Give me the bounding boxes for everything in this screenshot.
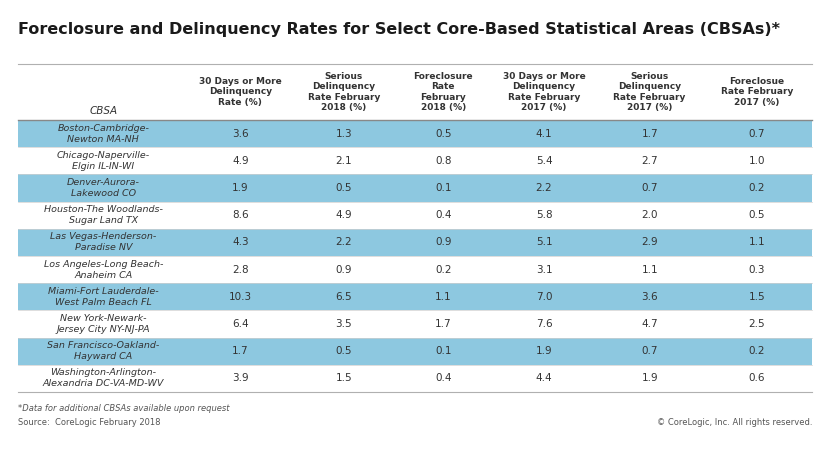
Bar bbox=[18, 64, 812, 120]
Text: 0.7: 0.7 bbox=[749, 128, 765, 138]
Text: 0.8: 0.8 bbox=[435, 156, 452, 166]
Text: Los Angeles-Long Beach-
Anaheim CA: Los Angeles-Long Beach- Anaheim CA bbox=[44, 260, 163, 280]
Text: Houston-The Woodlands-
Sugar Land TX: Houston-The Woodlands- Sugar Land TX bbox=[44, 205, 163, 225]
Text: 0.2: 0.2 bbox=[749, 346, 765, 356]
Text: Source:  CoreLogic February 2018: Source: CoreLogic February 2018 bbox=[18, 418, 160, 427]
Text: 0.5: 0.5 bbox=[435, 128, 452, 138]
Text: 10.3: 10.3 bbox=[229, 292, 251, 302]
Text: 4.9: 4.9 bbox=[335, 210, 352, 220]
Text: 6.5: 6.5 bbox=[335, 292, 352, 302]
Text: 2.8: 2.8 bbox=[232, 265, 249, 275]
Text: 1.7: 1.7 bbox=[642, 128, 658, 138]
Text: Boston-Cambridge-
Newton MA-NH: Boston-Cambridge- Newton MA-NH bbox=[57, 123, 149, 143]
Text: 2.5: 2.5 bbox=[749, 319, 765, 329]
Text: 1.1: 1.1 bbox=[749, 237, 765, 247]
Text: 0.6: 0.6 bbox=[749, 373, 765, 383]
Bar bbox=[18, 229, 812, 256]
Bar bbox=[18, 256, 812, 283]
Text: Chicago-Naperville-
Elgin IL-IN-WI: Chicago-Naperville- Elgin IL-IN-WI bbox=[56, 151, 150, 171]
Text: 2.7: 2.7 bbox=[642, 156, 658, 166]
Text: 2.2: 2.2 bbox=[335, 237, 352, 247]
Text: CBSA: CBSA bbox=[90, 106, 117, 116]
Text: Washington-Arlington-
Alexandria DC-VA-MD-WV: Washington-Arlington- Alexandria DC-VA-M… bbox=[42, 368, 164, 389]
Text: 3.5: 3.5 bbox=[335, 319, 352, 329]
Text: New York-Newark-
Jersey City NY-NJ-PA: New York-Newark- Jersey City NY-NJ-PA bbox=[56, 314, 150, 334]
Text: 7.6: 7.6 bbox=[535, 319, 552, 329]
Text: Denver-Aurora-
Lakewood CO: Denver-Aurora- Lakewood CO bbox=[67, 178, 139, 198]
Text: Miami-Fort Lauderdale-
West Palm Beach FL: Miami-Fort Lauderdale- West Palm Beach F… bbox=[48, 287, 159, 307]
Text: Foreclosue
Rate February
2017 (%): Foreclosue Rate February 2017 (%) bbox=[720, 77, 793, 107]
Text: 6.4: 6.4 bbox=[232, 319, 249, 329]
Text: San Francisco-Oakland-
Hayward CA: San Francisco-Oakland- Hayward CA bbox=[47, 341, 159, 361]
Bar bbox=[18, 338, 812, 365]
Text: 7.0: 7.0 bbox=[536, 292, 552, 302]
Text: 1.9: 1.9 bbox=[535, 346, 552, 356]
Text: 0.3: 0.3 bbox=[749, 265, 765, 275]
Text: 0.2: 0.2 bbox=[749, 183, 765, 193]
Text: 2.0: 2.0 bbox=[642, 210, 658, 220]
Text: 1.9: 1.9 bbox=[642, 373, 658, 383]
Text: 0.5: 0.5 bbox=[335, 346, 352, 356]
Bar bbox=[18, 174, 812, 202]
Text: 0.9: 0.9 bbox=[335, 265, 352, 275]
Text: 3.9: 3.9 bbox=[232, 373, 249, 383]
Text: 5.4: 5.4 bbox=[535, 156, 552, 166]
Text: 1.1: 1.1 bbox=[435, 292, 452, 302]
Text: 1.3: 1.3 bbox=[335, 128, 352, 138]
Text: 5.1: 5.1 bbox=[535, 237, 552, 247]
Text: Foreclosure
Rate
February
2018 (%): Foreclosure Rate February 2018 (%) bbox=[413, 72, 473, 112]
Text: Las Vegas-Henderson-
Paradise NV: Las Vegas-Henderson- Paradise NV bbox=[51, 232, 157, 252]
Text: 2.9: 2.9 bbox=[642, 237, 658, 247]
Text: 1.0: 1.0 bbox=[749, 156, 765, 166]
Text: © CoreLogic, Inc. All rights reserved.: © CoreLogic, Inc. All rights reserved. bbox=[657, 418, 812, 427]
Text: 3.6: 3.6 bbox=[642, 292, 658, 302]
Text: 2.2: 2.2 bbox=[535, 183, 552, 193]
Text: 1.9: 1.9 bbox=[232, 183, 249, 193]
Text: 1.7: 1.7 bbox=[435, 319, 452, 329]
Text: 0.1: 0.1 bbox=[435, 183, 452, 193]
Text: 0.1: 0.1 bbox=[435, 346, 452, 356]
Text: Serious
Delinquency
Rate February
2018 (%): Serious Delinquency Rate February 2018 (… bbox=[308, 72, 380, 112]
Text: Serious
Delinquency
Rate February
2017 (%): Serious Delinquency Rate February 2017 (… bbox=[613, 72, 686, 112]
Text: 0.9: 0.9 bbox=[435, 237, 452, 247]
Text: 4.4: 4.4 bbox=[535, 373, 552, 383]
Text: 4.3: 4.3 bbox=[232, 237, 249, 247]
Bar bbox=[18, 311, 812, 338]
Bar bbox=[18, 365, 812, 392]
Text: 1.7: 1.7 bbox=[232, 346, 249, 356]
Text: 8.6: 8.6 bbox=[232, 210, 249, 220]
Text: 30 Days or More
Delinquency
Rate February
2017 (%): 30 Days or More Delinquency Rate Februar… bbox=[503, 72, 585, 112]
Text: 4.9: 4.9 bbox=[232, 156, 249, 166]
Text: 0.5: 0.5 bbox=[749, 210, 765, 220]
Text: 0.2: 0.2 bbox=[435, 265, 452, 275]
Text: 0.5: 0.5 bbox=[335, 183, 352, 193]
Text: 4.1: 4.1 bbox=[535, 128, 552, 138]
Text: 3.6: 3.6 bbox=[232, 128, 249, 138]
Text: 0.4: 0.4 bbox=[435, 373, 452, 383]
Bar bbox=[18, 283, 812, 311]
Text: 0.4: 0.4 bbox=[435, 210, 452, 220]
Bar bbox=[18, 120, 812, 147]
Text: 3.1: 3.1 bbox=[535, 265, 552, 275]
Text: 30 Days or More
Delinquency
Rate (%): 30 Days or More Delinquency Rate (%) bbox=[199, 77, 281, 107]
Text: 0.7: 0.7 bbox=[642, 346, 658, 356]
Text: 2.1: 2.1 bbox=[335, 156, 352, 166]
Text: *Data for additional CBSAs available upon request: *Data for additional CBSAs available upo… bbox=[18, 404, 230, 413]
Text: 1.5: 1.5 bbox=[749, 292, 765, 302]
Text: 5.8: 5.8 bbox=[535, 210, 552, 220]
Text: 1.1: 1.1 bbox=[642, 265, 658, 275]
Text: Foreclosure and Delinquency Rates for Select Core-Based Statistical Areas (CBSAs: Foreclosure and Delinquency Rates for Se… bbox=[18, 22, 780, 37]
Bar bbox=[18, 147, 812, 174]
Text: 0.7: 0.7 bbox=[642, 183, 658, 193]
Bar bbox=[18, 202, 812, 229]
Text: 1.5: 1.5 bbox=[335, 373, 352, 383]
Text: 4.7: 4.7 bbox=[642, 319, 658, 329]
